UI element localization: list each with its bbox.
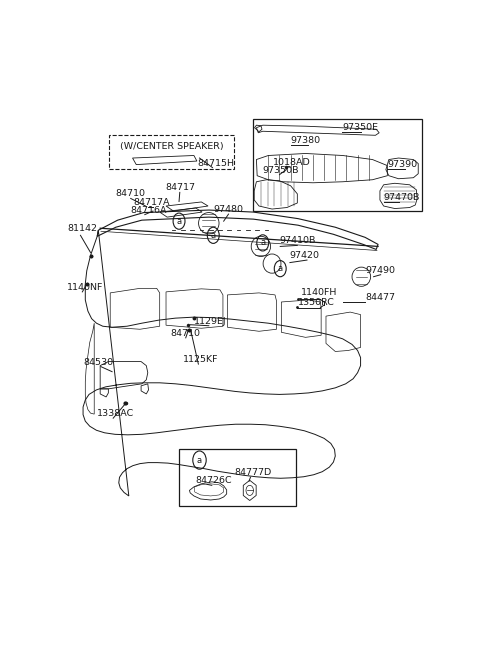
Text: 1140FH: 1140FH: [301, 289, 337, 297]
Text: 84715H: 84715H: [197, 159, 234, 168]
Bar: [179, 449, 296, 506]
Text: 1125KF: 1125KF: [183, 355, 218, 364]
Text: a: a: [211, 231, 216, 240]
Text: 81142: 81142: [67, 224, 97, 234]
Text: 84477: 84477: [366, 293, 396, 302]
Text: 84717A: 84717A: [133, 198, 170, 207]
Text: 1018AD: 1018AD: [273, 158, 311, 167]
Text: 97350E: 97350E: [343, 123, 379, 132]
Bar: [253, 119, 421, 211]
Text: 97350B: 97350B: [262, 166, 299, 174]
Text: (W/CENTER SPEAKER): (W/CENTER SPEAKER): [120, 142, 223, 152]
Text: 84717: 84717: [165, 184, 195, 192]
Text: 84530: 84530: [83, 358, 113, 367]
Text: 97470B: 97470B: [384, 194, 420, 203]
Text: 1350RC: 1350RC: [298, 298, 335, 306]
Text: 1129EJ: 1129EJ: [194, 317, 227, 326]
Text: a: a: [197, 455, 202, 464]
Text: 97390: 97390: [387, 159, 418, 169]
Text: 97380: 97380: [290, 136, 321, 146]
Text: 97420: 97420: [289, 251, 320, 260]
Text: 84777D: 84777D: [235, 468, 272, 478]
Text: 84710: 84710: [170, 329, 201, 338]
Bar: [109, 134, 234, 169]
Text: 97490: 97490: [365, 266, 395, 275]
Text: a: a: [260, 238, 265, 247]
Text: 84710: 84710: [115, 190, 145, 198]
Text: 84726C: 84726C: [196, 476, 232, 485]
Text: 97480: 97480: [214, 205, 244, 214]
Text: a: a: [177, 216, 181, 226]
Text: 97410B: 97410B: [279, 236, 316, 245]
Text: 84716A: 84716A: [131, 205, 167, 215]
Text: 1338AC: 1338AC: [97, 409, 134, 418]
Text: 1140NF: 1140NF: [67, 283, 103, 292]
Text: a: a: [277, 264, 283, 273]
